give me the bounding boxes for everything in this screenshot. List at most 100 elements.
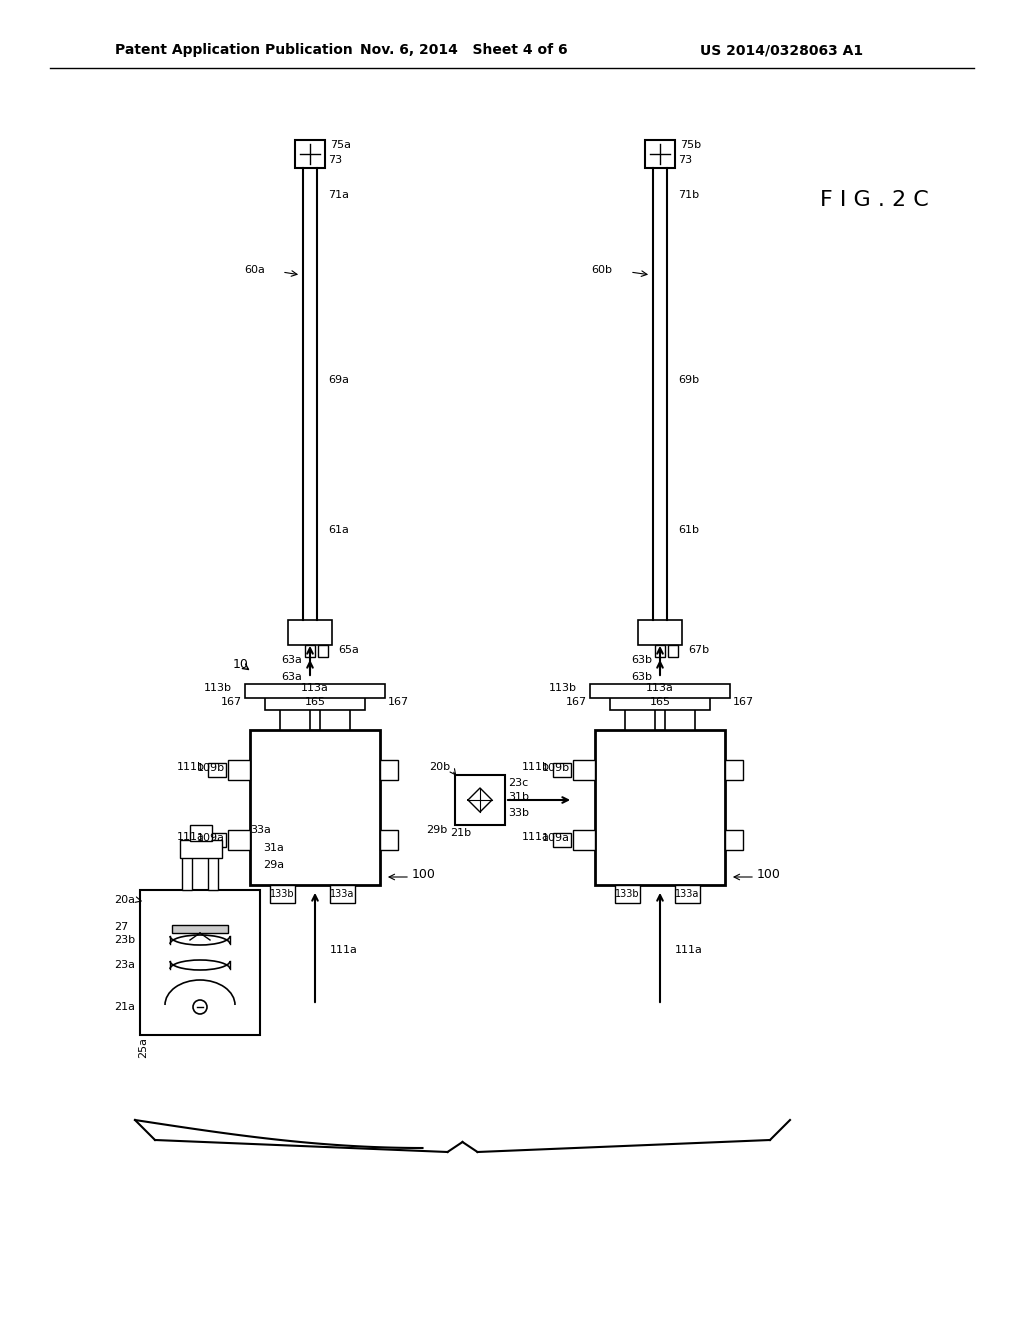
Text: 65a: 65a	[338, 645, 358, 655]
Text: 167: 167	[388, 697, 410, 708]
Text: 75b: 75b	[680, 140, 701, 150]
Text: 100: 100	[412, 869, 436, 882]
Bar	[250, 730, 380, 884]
Text: 165: 165	[304, 697, 326, 708]
Bar	[295, 140, 325, 168]
Bar	[265, 696, 365, 710]
Text: F I G . 2 C: F I G . 2 C	[820, 190, 929, 210]
Text: 63a: 63a	[282, 672, 302, 682]
Bar	[668, 645, 678, 657]
Bar	[190, 825, 212, 841]
Text: 25a: 25a	[138, 1036, 148, 1057]
Bar	[182, 855, 193, 890]
Text: 111b: 111b	[522, 762, 550, 772]
Text: 111a: 111a	[330, 945, 357, 954]
Bar	[208, 833, 226, 847]
Text: 100: 100	[757, 869, 781, 882]
Text: 165: 165	[649, 697, 671, 708]
Bar	[380, 760, 398, 780]
Text: 113b: 113b	[549, 682, 577, 693]
Text: 29a: 29a	[263, 861, 284, 870]
Bar	[638, 620, 682, 645]
Text: 113a: 113a	[646, 682, 674, 693]
Text: 111a: 111a	[177, 832, 205, 842]
Bar	[553, 763, 571, 777]
Text: 133a: 133a	[330, 888, 354, 899]
Bar	[270, 884, 295, 903]
Text: 60a: 60a	[244, 265, 265, 275]
Bar	[665, 708, 695, 730]
Text: 21a: 21a	[114, 1002, 135, 1012]
Text: 109b: 109b	[542, 763, 570, 774]
Text: 113a: 113a	[301, 682, 329, 693]
Text: 63b: 63b	[631, 672, 652, 682]
Bar	[305, 645, 315, 657]
Text: 31b: 31b	[508, 792, 529, 803]
Text: 33b: 33b	[508, 808, 529, 818]
Text: 167: 167	[566, 697, 587, 708]
Text: 75a: 75a	[330, 140, 351, 150]
Text: 20a: 20a	[114, 895, 135, 906]
Text: US 2014/0328063 A1: US 2014/0328063 A1	[700, 44, 863, 57]
Bar	[245, 684, 385, 698]
Text: 21b: 21b	[450, 828, 471, 838]
Bar	[208, 855, 218, 890]
Text: 73: 73	[678, 154, 692, 165]
Text: 23a: 23a	[114, 960, 135, 970]
Text: 109a: 109a	[542, 833, 570, 843]
Text: 61a: 61a	[328, 525, 349, 535]
Bar	[595, 730, 725, 884]
Bar	[455, 775, 505, 825]
Text: 133a: 133a	[675, 888, 699, 899]
Text: 69b: 69b	[678, 375, 699, 385]
Text: 167: 167	[221, 697, 242, 708]
Text: 109b: 109b	[197, 763, 225, 774]
Bar	[655, 645, 665, 657]
Text: 73: 73	[328, 154, 342, 165]
Bar	[615, 884, 640, 903]
Text: 133b: 133b	[614, 888, 639, 899]
Text: 61b: 61b	[678, 525, 699, 535]
Text: 10: 10	[233, 659, 249, 672]
Bar	[725, 760, 743, 780]
Text: 167: 167	[733, 697, 754, 708]
Bar	[573, 830, 595, 850]
Bar	[319, 708, 350, 730]
Text: 33a: 33a	[250, 825, 271, 836]
Text: 111a: 111a	[522, 832, 550, 842]
Bar	[675, 884, 700, 903]
Bar	[140, 890, 260, 1035]
Text: 63b: 63b	[631, 655, 652, 665]
Text: 111b: 111b	[177, 762, 205, 772]
Text: Nov. 6, 2014   Sheet 4 of 6: Nov. 6, 2014 Sheet 4 of 6	[360, 44, 567, 57]
Text: 113b: 113b	[204, 682, 232, 693]
Bar	[288, 620, 332, 645]
Text: 20b: 20b	[429, 762, 450, 772]
Text: 111a: 111a	[675, 945, 702, 954]
Bar	[228, 760, 250, 780]
Bar	[573, 760, 595, 780]
Bar	[645, 140, 675, 168]
Bar	[725, 830, 743, 850]
Bar	[318, 645, 328, 657]
Bar	[590, 684, 730, 698]
Text: 69a: 69a	[328, 375, 349, 385]
Bar	[228, 830, 250, 850]
Bar	[610, 696, 710, 710]
Text: 27: 27	[114, 921, 128, 932]
Bar	[380, 830, 398, 850]
Bar	[330, 884, 355, 903]
Text: 67b: 67b	[688, 645, 710, 655]
Bar	[172, 925, 228, 933]
Text: 23b: 23b	[114, 935, 135, 945]
Bar	[553, 833, 571, 847]
Text: 71b: 71b	[678, 190, 699, 201]
Bar	[625, 708, 655, 730]
Bar	[280, 708, 310, 730]
Text: 109a: 109a	[197, 833, 225, 843]
Text: 60b: 60b	[591, 265, 612, 275]
Text: Patent Application Publication: Patent Application Publication	[115, 44, 352, 57]
Bar	[180, 840, 222, 858]
Text: 71a: 71a	[328, 190, 349, 201]
Bar	[208, 763, 226, 777]
